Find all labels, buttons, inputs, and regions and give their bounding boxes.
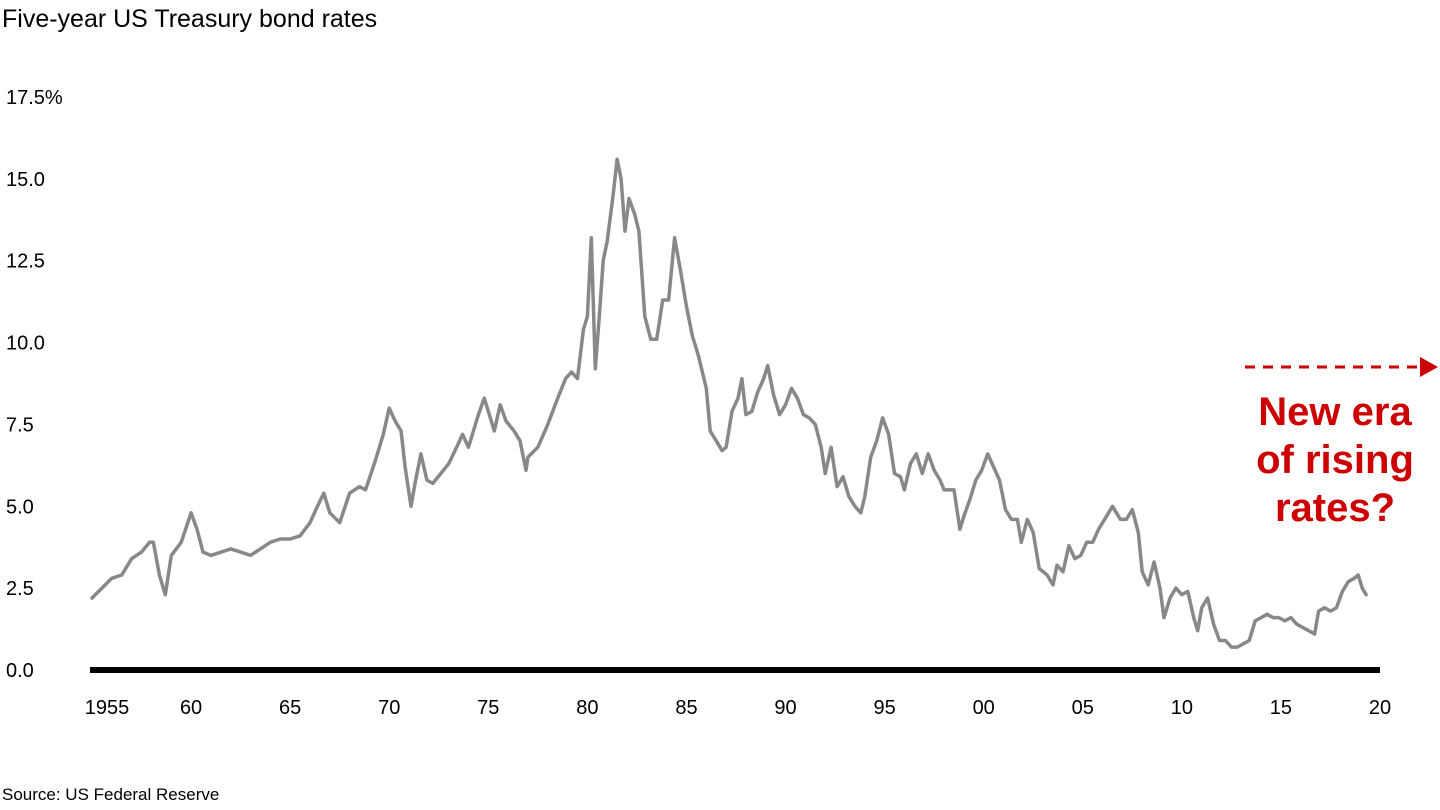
x-tick-label: 00 (973, 697, 995, 719)
chart-title: Five-year US Treasury bond rates (2, 5, 378, 33)
source-note: Source: US Federal Reserve (2, 785, 220, 804)
y-tick-label: 12.5 (6, 251, 45, 273)
x-tick-label: 10 (1171, 697, 1193, 719)
x-tick-label: 15 (1270, 697, 1292, 719)
x-tick-label: 90 (774, 697, 796, 719)
x-tick-label: 80 (576, 697, 598, 719)
y-tick-label: 0.0 (6, 660, 34, 682)
y-tick-label: 5.0 (6, 496, 34, 518)
x-tick-label: 1955 (85, 697, 130, 719)
annotation-text: New era of rising rates? (1256, 390, 1414, 530)
y-tick-label: 7.5 (6, 414, 34, 436)
x-tick-label: 70 (378, 697, 400, 719)
x-tick-label: 95 (873, 697, 895, 719)
x-tick-label: 05 (1072, 697, 1094, 719)
y-tick-label: 15.0 (6, 169, 45, 191)
series-line-five-year-treasury (90, 157, 1368, 649)
x-tick-label: 60 (180, 697, 202, 719)
y-tick-label: 2.5 (6, 578, 34, 600)
x-tick-label: 65 (279, 697, 301, 719)
annotation-arrow (1245, 357, 1438, 377)
x-tick-label: 85 (675, 697, 697, 719)
y-tick-label: 17.5% (6, 87, 63, 109)
y-axis-tick-labels: 0.0 2.5 5.0 7.5 10.0 12.5 15.0 17.5% (6, 87, 63, 682)
x-tick-label: 20 (1369, 697, 1391, 719)
x-axis-tick-labels: 1955 60 65 70 75 80 85 90 95 00 05 10 15 20 (85, 697, 1391, 719)
y-tick-label: 10.0 (6, 333, 45, 355)
annotation-arrow-head (1420, 357, 1438, 377)
x-tick-label: 75 (477, 697, 499, 719)
